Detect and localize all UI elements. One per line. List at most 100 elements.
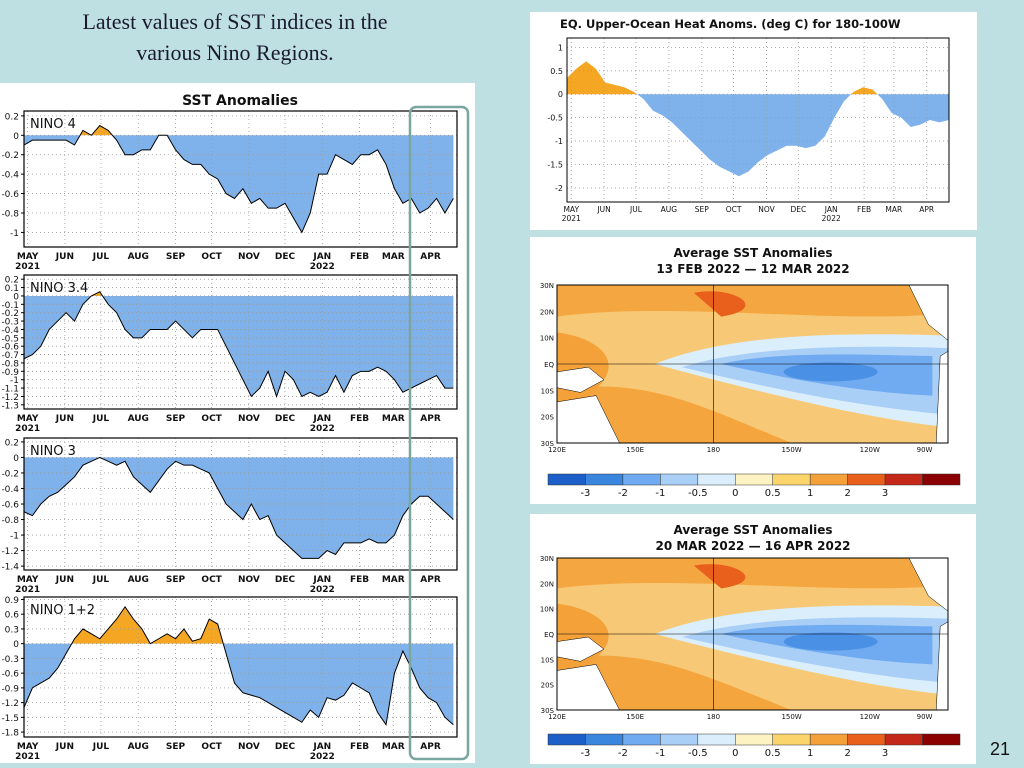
sst-panel-1-series-line: [23, 124, 454, 234]
map-2-field: [556, 557, 949, 711]
map-lon-label: 120E: [548, 713, 566, 721]
colorbar-tick-label: -0.5: [688, 488, 708, 499]
map-lat-label: 10S: [541, 387, 555, 395]
sst-x-tick-year: 2021: [15, 424, 40, 434]
sst-x-tick-year: 2022: [310, 424, 335, 434]
heat-x-tick-label: APR: [919, 205, 934, 214]
sst-x-tick-label: MAY: [17, 414, 39, 424]
map-lon-label: 180: [707, 713, 720, 721]
map-lon-label: 150W: [781, 446, 801, 454]
map-lat-label: 30N: [540, 555, 554, 563]
sst-y-tick-label: -0.4: [1, 171, 19, 181]
sst-y-tick-label: 0.1: [5, 284, 19, 294]
sst-anomalies-chart: SST Anomalies 0.2 0 -0.2 -0.4 -0.6 -0.8 -1 NINO …: [1, 93, 458, 762]
map-cold-spot: [783, 632, 878, 651]
sst-x-tick-label: JUL: [92, 575, 110, 585]
map-lon-label: 120W: [860, 713, 880, 721]
sst-x-tick-label: JAN: [312, 414, 331, 424]
sst-y-tick-label: 0.9: [5, 596, 20, 606]
heat-x-tick-label: MAY: [563, 205, 579, 214]
map-lat-label: 20S: [541, 682, 555, 690]
map-cold-spot: [783, 362, 878, 382]
sst-panel-name: NINO 3: [30, 444, 76, 459]
sst-y-tick-label: -0.8: [1, 359, 19, 369]
sst-panel-4-negative-area: [223, 643, 454, 725]
sst-x-tick-label: JUL: [92, 414, 110, 424]
map-lon-label: 90W: [917, 446, 933, 454]
map-2-title: Average SST Anomalies: [673, 523, 832, 537]
sst-y-tick-label: 0.2: [5, 276, 19, 286]
colorbar-tick-label: 3: [882, 488, 888, 499]
sst-x-tick-label: JUL: [92, 252, 110, 262]
latest-weeks-highlight-box: [408, 105, 470, 761]
sst-panel-name: NINO 4: [30, 117, 76, 132]
heat-x-tick-label: AUG: [661, 205, 678, 214]
sst-x-tick-label: FEB: [350, 575, 369, 585]
map-lat-label: 10N: [540, 606, 554, 614]
sst-x-tick-label: JUN: [55, 742, 74, 752]
heat-y-tick-label: -1.5: [547, 161, 563, 170]
sst-x-tick-label: OCT: [201, 575, 222, 585]
map-lat-label: EQ: [544, 361, 554, 369]
sst-y-tick-label: 0.3: [5, 625, 19, 635]
colorbar-tick-label: 1: [807, 488, 813, 499]
sst-x-tick-label: JUN: [55, 252, 74, 262]
sst-x-tick-label: AUG: [128, 414, 149, 424]
sst-x-tick-label: AUG: [128, 742, 149, 752]
sst-y-tick-label: -1: [10, 376, 19, 386]
heat-x-tick-label: JUN: [596, 205, 610, 214]
map-lon-label: 150E: [626, 713, 644, 721]
colorbar-tick-label: 2: [844, 748, 850, 759]
sst-panel-frame: [23, 596, 458, 738]
heat-x-tick-label: JUL: [629, 205, 643, 214]
sst-y-tick-label: -1.8: [1, 729, 19, 739]
sst-y-tick-label: 0: [13, 132, 19, 142]
sst-y-tick-label: -0.5: [1, 334, 19, 344]
sst-y-tick-label: -0.9: [1, 684, 19, 694]
sst-x-tick-label: MAY: [17, 742, 39, 752]
sst-x-tick-label: FEB: [350, 414, 369, 424]
heat-y-tick-label: 0.5: [550, 67, 563, 76]
heat-x-tick-label: FEB: [857, 205, 871, 214]
sst-x-tick-label: MAR: [382, 575, 405, 585]
sst-y-tick-label: -1.2: [1, 699, 19, 709]
sst-chart-title: SST Anomalies: [182, 93, 298, 109]
sst-panel-frame: [23, 274, 458, 410]
heat-y-tick-label: -1: [555, 137, 563, 146]
sst-panel-4-positive-area: [71, 606, 224, 644]
colorbar-segment: [922, 733, 961, 746]
sst-panel-2-negative-area: [24, 295, 92, 359]
colorbar-tick-label: -1: [655, 748, 665, 759]
sst-y-tick-label: -0.8: [1, 210, 19, 220]
map-lon-label: 90W: [917, 713, 933, 721]
map-lat-label: 20S: [541, 414, 555, 422]
map-hot-spot-north: [693, 564, 746, 589]
map-frame: [556, 284, 949, 444]
colorbar-tick-label: 0.5: [765, 488, 781, 499]
sst-x-tick-label: DEC: [275, 575, 296, 585]
sst-x-tick-label: APR: [420, 742, 441, 752]
sst-panel-name: NINO 1+2: [30, 603, 95, 618]
sst-x-tick-label: MAY: [17, 252, 39, 262]
map-lat-label: 10S: [541, 656, 555, 664]
colorbar-tick-label: -1: [655, 488, 665, 499]
sst-panel-1-negative-area: [112, 135, 159, 155]
upper-ocean-heat-chart: EQ. Upper-Ocean Heat Anoms. (deg C) for …: [547, 17, 950, 223]
sst-y-tick-label: -1.2: [1, 393, 19, 403]
heat-y-tick-label: -0.5: [547, 114, 563, 123]
map-lat-label: 20N: [540, 580, 554, 588]
colorbar-segment: [922, 473, 961, 486]
upper-ocean-heat-panel: EQ. Upper-Ocean Heat Anoms. (deg C) for …: [530, 12, 977, 230]
sst-y-tick-label: -0.3: [1, 318, 19, 328]
heat-x-tick-label: OCT: [726, 205, 742, 214]
sst-x-tick-year: 2022: [310, 262, 335, 272]
map-warm-band-north: [557, 285, 948, 317]
heat-y-tick-label: 0: [558, 90, 563, 99]
sst-y-tick-label: 0.2: [5, 112, 19, 122]
map-1-title: Average SST Anomalies: [673, 246, 832, 260]
sst-panel-3-negative-area: [99, 457, 454, 559]
colorbar-tick-label: 3: [882, 748, 888, 759]
map-hot-spot-north: [693, 291, 746, 317]
